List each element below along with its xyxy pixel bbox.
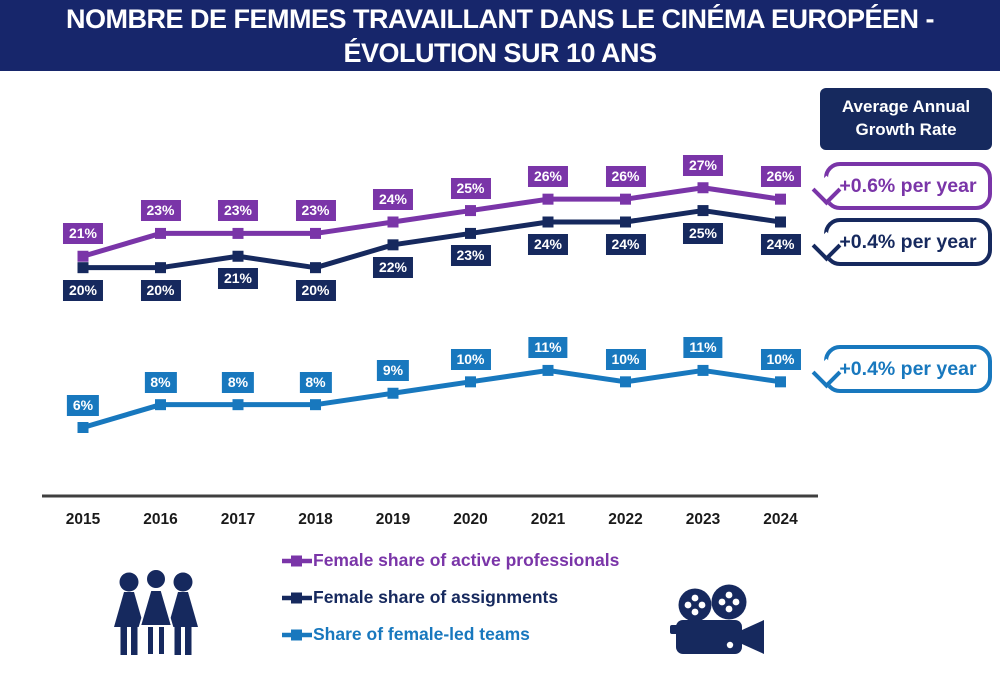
growth-callout-label: +0.4% per year: [839, 230, 977, 253]
data-point-marker: [387, 239, 399, 251]
data-point-marker: [542, 216, 554, 228]
x-tick-label: 2016: [143, 511, 178, 528]
x-tick-label: 2017: [221, 511, 255, 528]
legend-item-active-professionals: Female share of active professionals: [282, 549, 619, 572]
data-point-marker: [465, 376, 476, 388]
data-label: 21%: [62, 223, 104, 245]
data-point-marker: [232, 399, 244, 411]
data-point-marker: [542, 193, 554, 205]
data-label: 26%: [527, 166, 569, 188]
data-label: 27%: [682, 154, 724, 176]
x-tick-label: 2023: [686, 511, 721, 528]
page-title-line2: ÉVOLUTION SUR 10 ANS: [343, 37, 657, 68]
data-point-marker: [232, 227, 244, 239]
data-point-marker: [310, 262, 321, 274]
data-point-marker: [155, 262, 166, 274]
data-label: 23%: [217, 200, 259, 222]
data-label: 26%: [760, 166, 801, 188]
data-point-marker: [387, 216, 399, 228]
data-point-marker: [310, 227, 321, 239]
data-label: 24%: [605, 234, 646, 255]
legend-label: Female share of active professionals: [313, 550, 620, 570]
x-tick-label: 2018: [298, 511, 333, 528]
data-point-marker: [465, 227, 476, 239]
data-point-marker: [775, 216, 786, 228]
data-label: 21%: [217, 268, 259, 290]
growth-callout-label: +0.6% per year: [839, 174, 977, 197]
data-label: 20%: [62, 279, 104, 301]
data-label: 25%: [682, 222, 724, 244]
data-point-marker: [387, 387, 399, 399]
data-label: 23%: [450, 245, 491, 267]
data-point-marker: [232, 250, 244, 262]
growth-callout-label: +0.4% per year: [839, 357, 977, 380]
data-point-marker: [697, 205, 709, 217]
legend-line-swatch-icon: [282, 555, 312, 566]
x-tick-label: 2015: [66, 511, 101, 528]
data-point-marker: [77, 250, 89, 262]
data-label: 20%: [295, 279, 336, 301]
data-point-marker: [620, 376, 631, 388]
growth-callout-female-led-teams: +0.4% per year: [811, 345, 992, 393]
data-label: 10%: [760, 348, 801, 370]
data-point-marker: [155, 399, 166, 411]
data-label: 20%: [140, 279, 181, 301]
series-line: [82, 367, 781, 430]
data-label: 25%: [450, 177, 491, 199]
data-label: 24%: [527, 234, 569, 255]
data-label: 8%: [221, 371, 255, 393]
chart-canvas: 2015 2016 2017 2018 2019 2020 2021 2022 2023 2024: [42, 182, 818, 528]
legend: Female share of active professionals Fem…: [282, 549, 619, 646]
data-label: 22%: [372, 256, 414, 278]
data-label: 24%: [372, 189, 414, 210]
legend-line-swatch-icon: [282, 592, 312, 603]
x-tick-label: 2020: [453, 511, 487, 528]
line-chart: 2015 2016 2017 2018 2019 2020 2021 2022 2023 2024…: [40, 85, 820, 545]
data-point-marker: [155, 227, 166, 239]
data-label: 11%: [683, 337, 723, 359]
data-point-marker: [697, 182, 709, 194]
growth-callout-active-professionals: +0.6% per year: [811, 162, 992, 210]
data-point-marker: [77, 262, 89, 274]
data-label: 10%: [605, 348, 646, 370]
data-label: 23%: [140, 200, 181, 222]
page-title: NOMBRE DE FEMMES TRAVAILLANT DANS LE CIN…: [65, 2, 935, 70]
data-point-marker: [697, 364, 709, 376]
data-point-marker: [620, 193, 631, 205]
data-point-marker: [77, 422, 89, 433]
data-point-marker: [542, 364, 554, 376]
x-tick-label: 2019: [376, 511, 411, 528]
data-point-marker: [775, 193, 786, 205]
data-label: 26%: [605, 166, 646, 188]
data-label: 6%: [66, 394, 100, 416]
x-tick-label: 2024: [763, 511, 798, 528]
data-label: 8%: [299, 371, 332, 393]
data-point-marker: [775, 376, 786, 388]
data-label: 23%: [295, 200, 336, 222]
x-tick-label: 2021: [531, 511, 566, 528]
legend-item-female-led-teams: Share of female-led teams: [282, 623, 619, 646]
page-title-line1: NOMBRE DE FEMMES TRAVAILLANT DANS LE CIN…: [65, 3, 935, 34]
legend-label: Female share of assignments: [313, 587, 559, 607]
series-line: [83, 208, 781, 271]
data-label: 24%: [760, 234, 801, 255]
growth-callout-assignments: +0.4% per year: [811, 218, 992, 266]
x-tick-label: 2022: [608, 511, 642, 528]
series-line: [82, 185, 781, 259]
growth-rate-header: Average Annual Growth Rate: [820, 88, 992, 150]
data-point-marker: [465, 205, 476, 217]
data-label: 8%: [144, 371, 177, 393]
data-point-marker: [620, 216, 631, 228]
title-bar: NOMBRE DE FEMMES TRAVAILLANT DANS LE CIN…: [0, 0, 1000, 71]
data-point-marker: [310, 399, 321, 411]
data-label: 9%: [376, 360, 410, 382]
movie-camera-icon: [670, 583, 774, 668]
data-label: 10%: [450, 348, 491, 370]
legend-label: Share of female-led teams: [313, 624, 530, 644]
legend-item-assignments: Female share of assignments: [282, 586, 619, 609]
legend-line-swatch-icon: [282, 629, 312, 640]
data-label: 11%: [528, 337, 568, 359]
three-women-icon: [106, 567, 206, 670]
